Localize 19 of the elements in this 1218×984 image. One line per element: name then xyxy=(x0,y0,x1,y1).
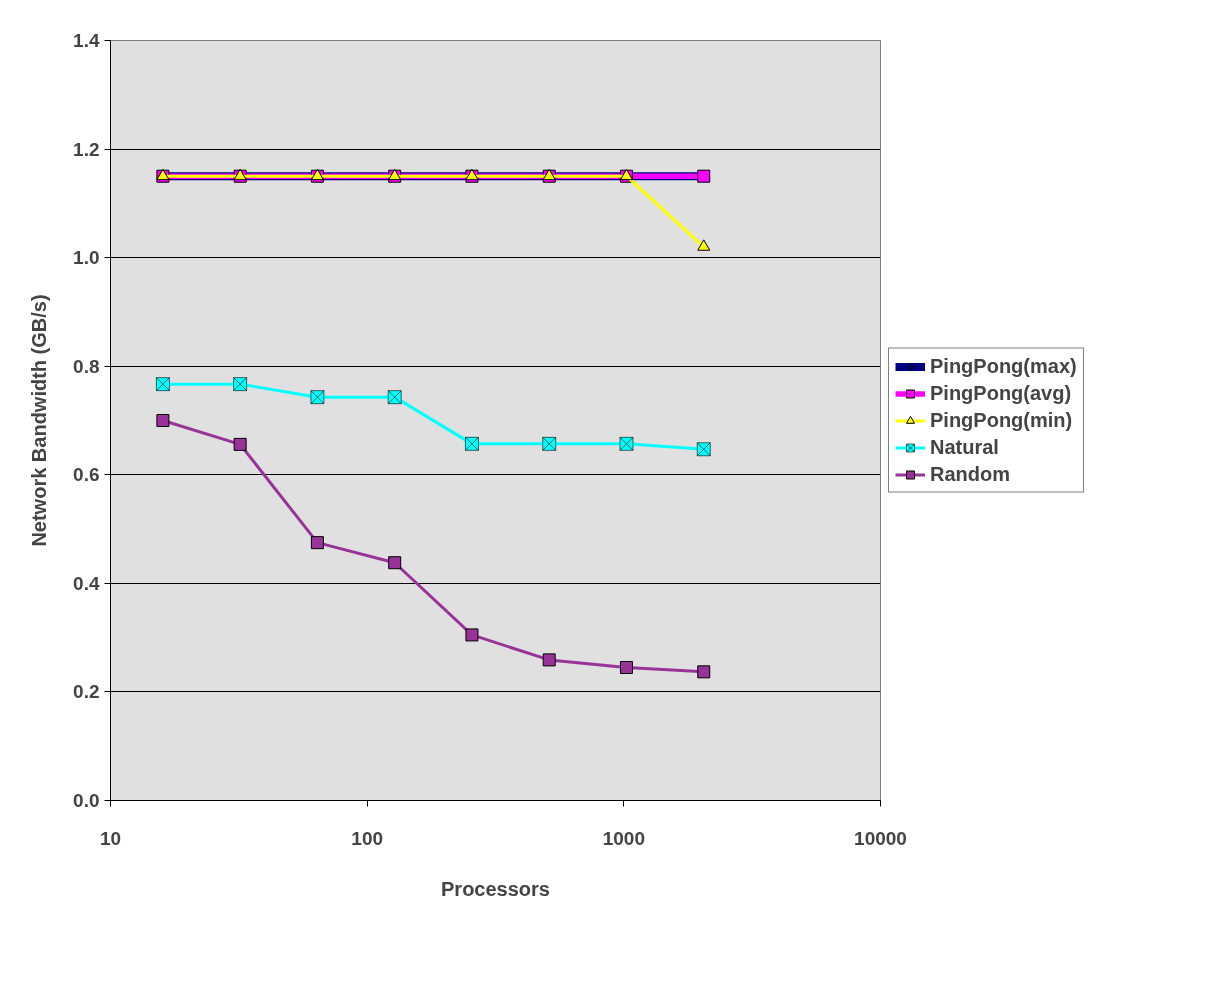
x-tick-label: 10 xyxy=(99,827,122,849)
x-tick-label: 10000 xyxy=(854,827,907,849)
y-tick-label: 0.6 xyxy=(73,464,100,486)
legend-label: PingPong(max) xyxy=(930,354,1077,378)
legend-label: PingPong(min) xyxy=(930,408,1073,432)
y-tick-label: 0.4 xyxy=(73,572,100,594)
y-tick-label: 1.0 xyxy=(73,247,100,269)
y-tick-label: 1.2 xyxy=(73,138,100,160)
y-tick-label: 0.2 xyxy=(73,681,100,703)
legend-label: Natural xyxy=(930,435,999,459)
y-tick-label: 0.8 xyxy=(73,355,100,377)
y-tick-label: 0.0 xyxy=(73,790,100,811)
x-tick-label: 1000 xyxy=(602,827,645,849)
x-tick-label: 100 xyxy=(351,827,384,849)
y-tick-label: 1.4 xyxy=(73,30,100,51)
y-axis-title: Network Bandwidth (GB/s) xyxy=(28,294,51,547)
legend-label: Random xyxy=(930,462,1010,486)
x-axis-title: Processors xyxy=(441,877,550,900)
legend-label: PingPong(avg) xyxy=(930,381,1072,405)
